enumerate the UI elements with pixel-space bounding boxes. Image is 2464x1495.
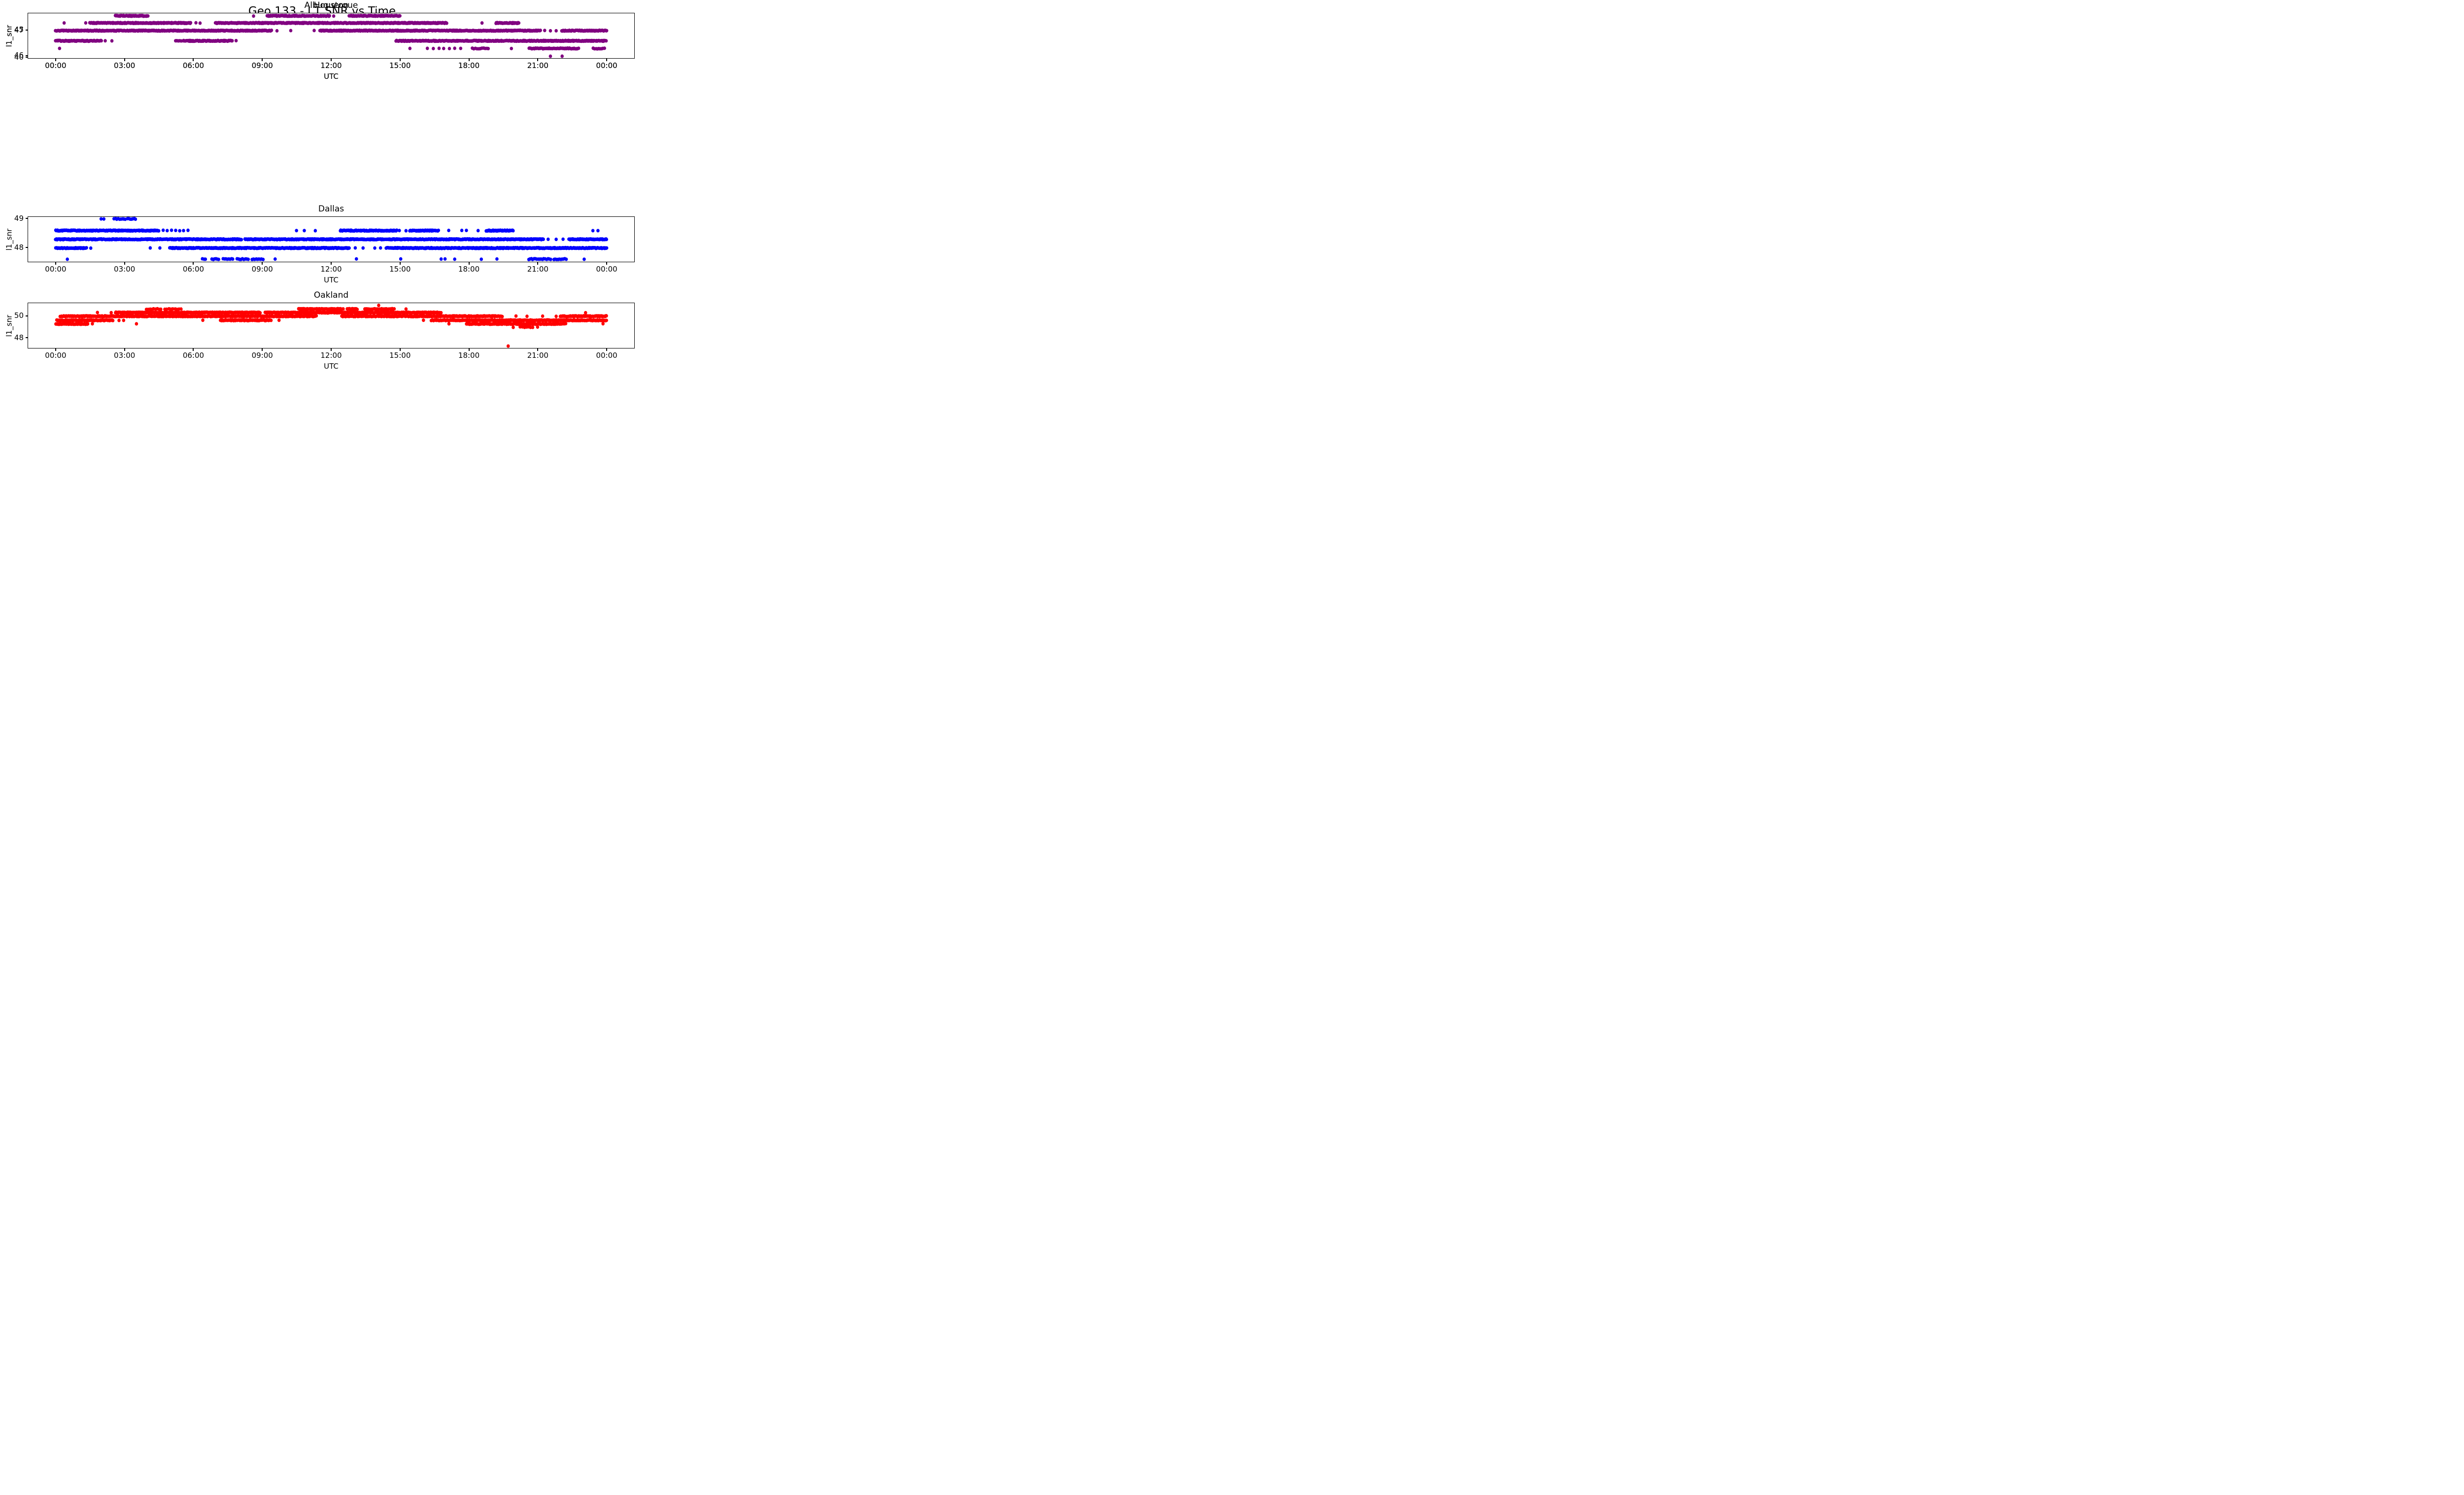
y-tick-mark	[26, 337, 28, 339]
x-tick-label: 06:00	[182, 61, 205, 70]
x-tick-mark	[262, 262, 263, 265]
x-axis-label: UTC	[324, 72, 339, 81]
x-tick-label: 18:00	[458, 61, 480, 70]
x-tick-mark	[55, 348, 56, 351]
x-tick-label: 00:00	[596, 351, 617, 360]
y-tick-label: 46	[14, 51, 24, 60]
x-tick-mark	[537, 348, 539, 351]
y-tick-mark	[26, 247, 28, 248]
x-tick-label: 00:00	[45, 265, 67, 274]
x-tick-label: 06:00	[182, 61, 205, 70]
x-tick-mark	[331, 59, 332, 61]
x-tick-label: 06:00	[182, 351, 205, 360]
x-tick-mark	[124, 348, 125, 351]
x-tick-mark	[193, 262, 194, 265]
subplot-dallas: Dallas l1_snr UTC 49 48 00:00 03:00 06:00 09:…	[0, 204, 644, 287]
x-axis-label: UTC	[324, 362, 339, 371]
x-tick-mark	[468, 262, 470, 265]
x-tick-label: 18:00	[458, 265, 480, 274]
x-tick-mark	[606, 59, 608, 61]
subplot-title-albuquerque: Albuquerque	[304, 0, 358, 10]
figure: Geo 133 - L1 SNR vs Time 01-18-2024 | We…	[0, 0, 644, 374]
x-tick-label: 09:00	[251, 61, 273, 70]
x-tick-label: 21:00	[527, 351, 548, 360]
y-tick-mark	[26, 218, 28, 219]
y-tick-mark	[26, 57, 28, 58]
x-tick-label: 15:00	[389, 265, 411, 274]
y-tick-mark	[26, 30, 28, 31]
x-tick-label: 09:00	[251, 61, 273, 70]
x-tick-mark	[537, 59, 539, 61]
x-tick-label: 18:00	[458, 351, 480, 360]
scatter-canvas-oakland	[28, 303, 634, 348]
x-tick-mark	[124, 262, 125, 265]
plot-area-oakland	[28, 303, 635, 348]
x-tick-mark	[55, 262, 56, 265]
x-tick-mark	[193, 59, 194, 61]
x-tick-mark	[399, 348, 401, 351]
x-tick-label: 15:00	[389, 351, 411, 360]
x-tick-mark	[193, 348, 194, 351]
y-tick-mark	[26, 55, 28, 56]
y-axis-label: l1_snr	[4, 228, 14, 251]
x-tick-label: 00:00	[45, 61, 67, 70]
x-tick-label: 12:00	[320, 351, 342, 360]
x-tick-label: 12:00	[320, 61, 342, 70]
x-tick-label: 09:00	[251, 265, 273, 274]
x-tick-mark	[537, 262, 539, 265]
x-tick-label: 03:00	[114, 265, 136, 274]
y-tick-mark	[26, 315, 28, 316]
scatter-canvas-houston	[28, 13, 634, 58]
x-tick-label: 15:00	[389, 61, 411, 70]
scatter-canvas-dallas	[28, 217, 634, 262]
x-tick-label: 21:00	[527, 265, 548, 274]
x-tick-label: 18:00	[458, 61, 480, 70]
y-tick-label: 45	[14, 25, 24, 35]
x-tick-mark	[606, 262, 608, 265]
x-tick-mark	[124, 59, 125, 61]
x-tick-mark	[399, 262, 401, 265]
subplot-title-oakland: Oakland	[313, 290, 349, 300]
x-tick-label: 09:00	[251, 351, 273, 360]
x-tick-label: 03:00	[114, 351, 136, 360]
x-tick-label: 12:00	[320, 61, 342, 70]
x-tick-mark	[262, 59, 263, 61]
x-tick-mark	[468, 348, 470, 351]
x-tick-label: 15:00	[389, 61, 411, 70]
x-tick-mark	[399, 59, 401, 61]
x-tick-mark	[55, 59, 56, 61]
x-tick-mark	[331, 348, 332, 351]
plot-area-dallas	[28, 216, 635, 262]
x-tick-mark	[331, 262, 332, 265]
subplot-title-houston: Houston	[313, 0, 349, 10]
y-tick-label: 49	[14, 213, 24, 223]
x-tick-label: 06:00	[182, 265, 205, 274]
x-tick-mark	[262, 348, 263, 351]
x-tick-label: 00:00	[596, 265, 617, 274]
y-tick-label: 48	[14, 333, 24, 342]
y-tick-label: 47	[14, 25, 24, 35]
x-tick-label: 00:00	[45, 351, 67, 360]
x-tick-label: 21:00	[527, 61, 548, 70]
y-tick-label: 50	[14, 311, 24, 320]
subplot-title-dallas: Dallas	[318, 204, 344, 214]
subplot-oakland: Oakland l1_snr UTC 50 48 00:00 03:00 06:00 09…	[0, 290, 644, 374]
x-axis-label: UTC	[324, 72, 339, 81]
x-tick-label: 00:00	[596, 61, 617, 70]
x-tick-label: 12:00	[320, 265, 342, 274]
x-tick-label: 21:00	[527, 61, 548, 70]
y-tick-label: 48	[14, 243, 24, 252]
x-axis-label: UTC	[324, 276, 339, 284]
x-tick-label: 03:00	[114, 61, 136, 70]
x-tick-label: 00:00	[596, 61, 617, 70]
x-tick-mark	[468, 59, 470, 61]
x-tick-mark	[606, 348, 608, 351]
subplot-houston: Houston l1_snr UTC 47 46 00:00 03:00 06:00 09…	[0, 0, 644, 84]
plot-area-houston	[28, 13, 635, 59]
x-tick-label: 00:00	[45, 61, 67, 70]
x-tick-label: 03:00	[114, 61, 136, 70]
y-tick-label: 40	[14, 52, 24, 62]
